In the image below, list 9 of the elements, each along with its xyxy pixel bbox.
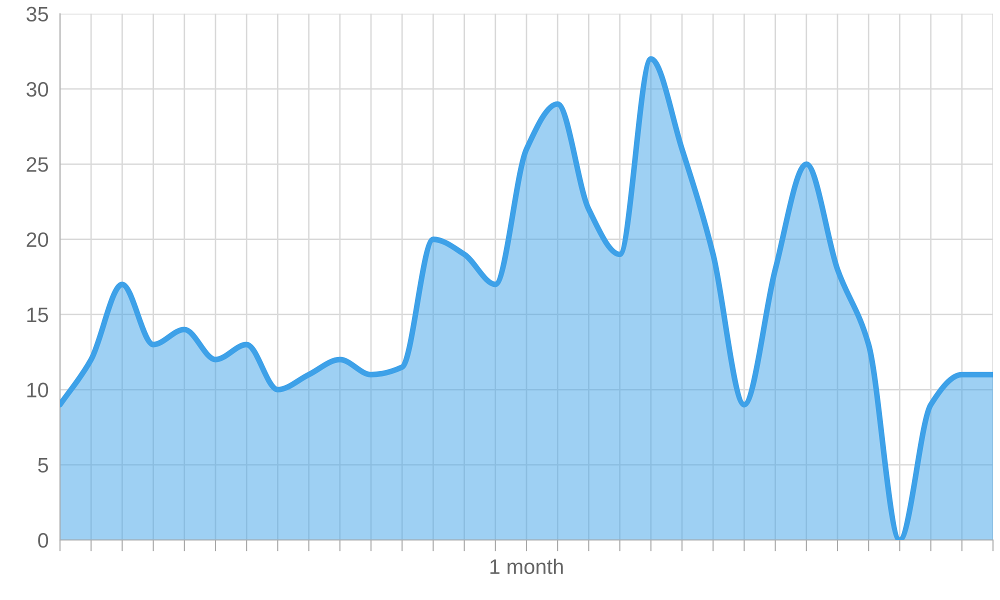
- y-tick-label: 10: [27, 382, 48, 398]
- y-tick-label: 30: [26, 82, 48, 97]
- y-tick-label: 5: [38, 458, 48, 473]
- y-tick-label: 0: [38, 533, 48, 548]
- y-tick-label: 25: [26, 157, 48, 172]
- x-axis-title: 1 month: [490, 558, 563, 574]
- y-tick-label: 35: [26, 6, 48, 22]
- y-tick-label: 15: [27, 308, 48, 322]
- y-tick-label: 20: [26, 232, 48, 248]
